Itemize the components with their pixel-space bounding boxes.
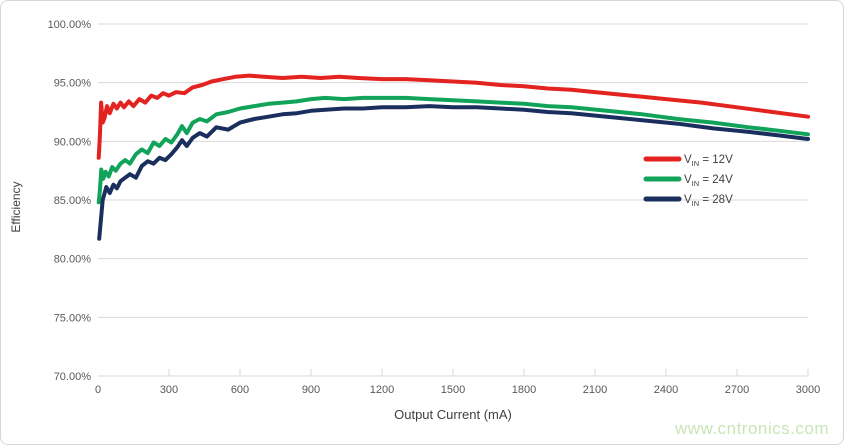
series-line-28V — [97, 104, 810, 241]
x-tick-label: 2100 — [583, 384, 607, 396]
y-tick-label: 95.00% — [54, 78, 92, 90]
x-tick-label: 600 — [231, 384, 249, 396]
legend-label-1: VIN = 12V — [684, 154, 733, 168]
y-tick-label: 80.00% — [54, 254, 92, 266]
x-tick-label: 2400 — [654, 384, 678, 396]
y-axis-title: Efficiency — [9, 181, 23, 233]
x-axis-title: Output Current (mA) — [394, 407, 512, 422]
y-tick-label: 85.00% — [54, 195, 92, 207]
x-tick-label: 900 — [302, 384, 320, 396]
x-tick-label: 300 — [160, 384, 178, 396]
series-line-12V — [96, 73, 810, 160]
y-tick-label: 90.00% — [54, 136, 92, 148]
y-tick-label: 70.00% — [54, 371, 92, 383]
x-tick-label: 2700 — [725, 384, 749, 396]
x-tick-label: 1200 — [370, 384, 394, 396]
y-tick-label: 75.00% — [54, 312, 92, 324]
x-tick-label: 3000 — [796, 384, 820, 396]
x-tick-label: 0 — [95, 384, 101, 396]
x-tick-label: 1500 — [441, 384, 465, 396]
series-line-24V — [96, 95, 810, 205]
watermark-text: www.cntronics.com — [675, 419, 829, 438]
x-tick-label: 1800 — [512, 384, 536, 396]
legend-label-2: VIN = 24V — [684, 174, 733, 188]
y-tick-label: 100.00% — [48, 19, 92, 31]
legend-label-3: VIN = 28V — [684, 194, 733, 208]
